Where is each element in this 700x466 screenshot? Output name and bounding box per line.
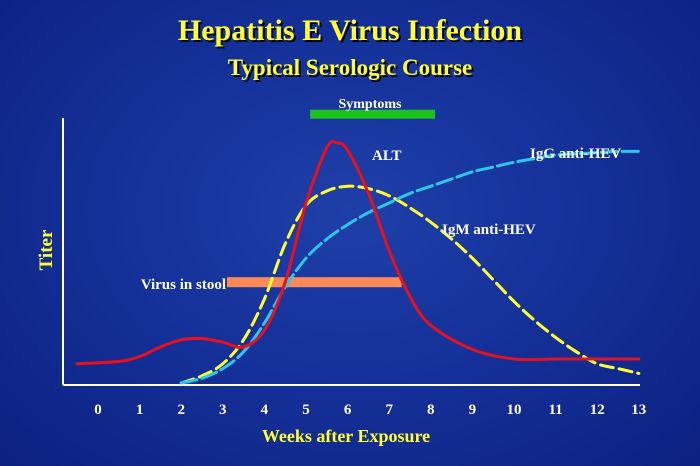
x-tick-label: 0	[94, 402, 102, 418]
chart-subtitle: Typical Serologic Course	[227, 55, 473, 80]
symptoms-bar	[310, 109, 435, 119]
y-axis-label: Titer	[36, 229, 57, 270]
x-tick-label: 3	[219, 402, 227, 418]
x-tick-label: 11	[549, 402, 563, 418]
x-tick-label: 10	[507, 402, 522, 418]
x-tick-label: 12	[590, 402, 605, 418]
x-tick-label: 9	[469, 402, 477, 418]
x-tick-label: 4	[261, 402, 269, 418]
virus-in-stool-bar	[226, 277, 402, 288]
igm-anti-hev-line	[179, 184, 641, 385]
x-tick-label: 5	[302, 402, 310, 418]
x-tick-label: 13	[631, 402, 646, 418]
x-tick-label: 8	[427, 402, 435, 418]
x-tick-label: 6	[344, 402, 352, 418]
x-tick-label: 7	[385, 402, 393, 418]
x-axis-label: Weeks after Exposure	[262, 426, 430, 446]
x-tick-label: 2	[177, 402, 185, 418]
alt-label: ALT	[372, 148, 401, 164]
igg-label: IgG anti-HEV	[530, 146, 621, 162]
x-tick-label: 1	[136, 402, 144, 418]
chart-title: Hepatitis E Virus Infection	[177, 14, 523, 47]
alt-line	[75, 140, 641, 366]
igg-anti-hev-line	[179, 149, 641, 385]
igm-label: IgM anti-HEV	[442, 222, 536, 238]
virus-in-stool-label: Virus in stool	[141, 277, 226, 293]
symptoms-label: Symptoms	[338, 97, 402, 112]
